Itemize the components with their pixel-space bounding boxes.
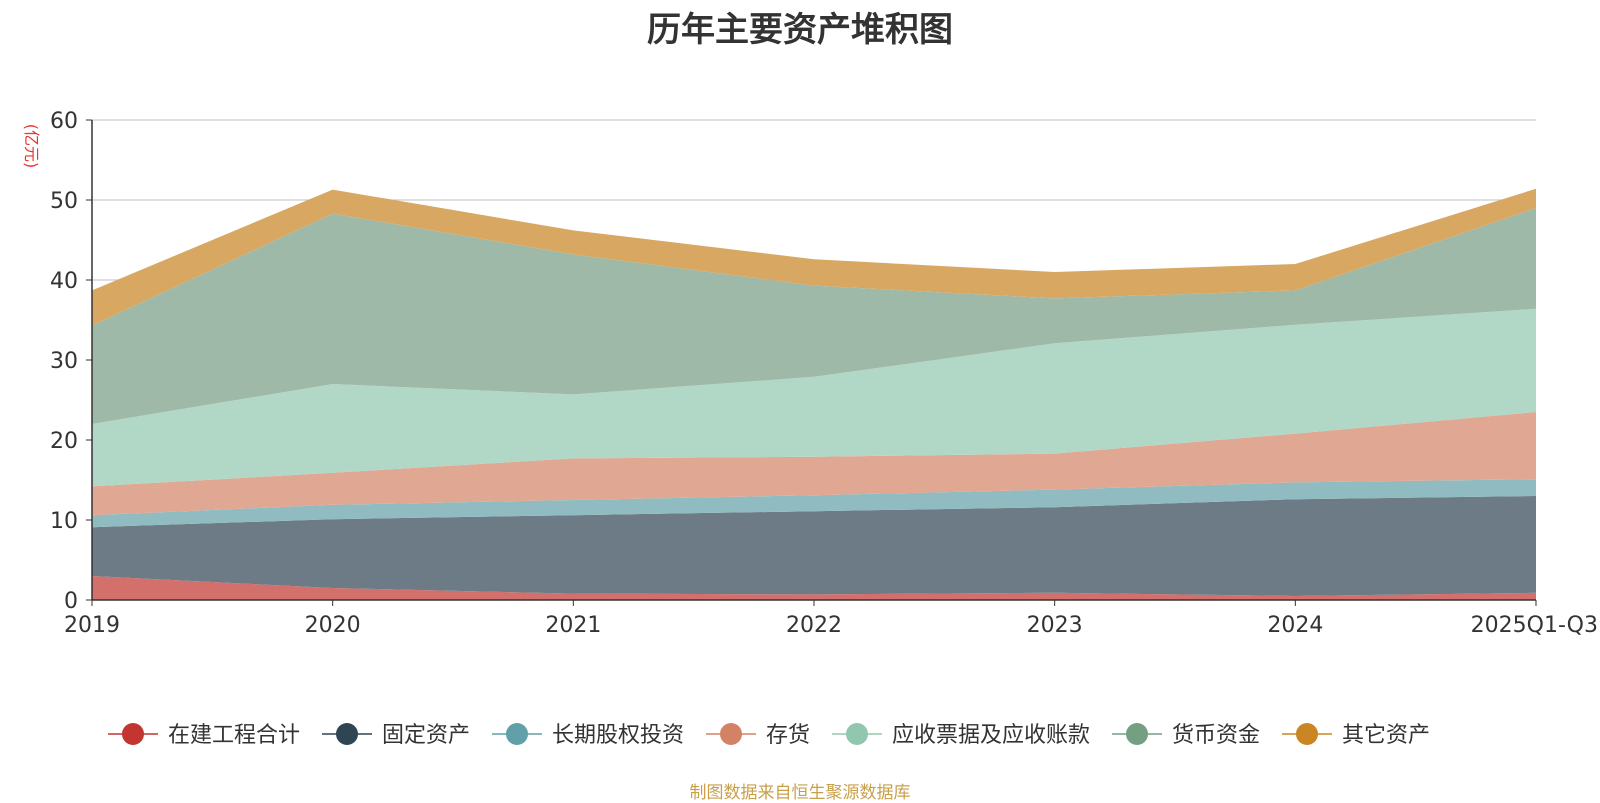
y-tick-label: 20 [50, 429, 78, 454]
legend-label: 货币资金 [1172, 723, 1260, 748]
legend-marker [336, 723, 358, 745]
x-tick-label: 2020 [305, 613, 361, 638]
chart-title: 历年主要资产堆积图 [647, 10, 953, 50]
x-tick-label: 2021 [545, 613, 601, 638]
legend-item: 存货 [706, 723, 810, 748]
x-tick-label: 2019 [64, 613, 120, 638]
area-应收票据及应收账款 [92, 308, 1536, 487]
area-存货 [92, 412, 1536, 516]
legend-label: 固定资产 [382, 723, 470, 748]
legend-marker [506, 723, 528, 745]
y-tick-label: 40 [50, 269, 78, 294]
legend-item: 应收票据及应收账款 [832, 723, 1090, 748]
y-tick-label: 0 [64, 589, 78, 614]
y-tick-label: 30 [50, 349, 78, 374]
y-tick-label: 50 [50, 189, 78, 214]
legend-label: 应收票据及应收账款 [892, 723, 1090, 748]
area-在建工程合计 [92, 576, 1536, 600]
y-tick-label: 60 [50, 109, 78, 134]
legend-marker [1126, 723, 1148, 745]
legend-marker [1296, 723, 1318, 745]
x-tick-label: 2025Q1-Q3 [1471, 613, 1598, 638]
area-其它资产 [92, 188, 1536, 326]
area-货币资金 [92, 208, 1536, 424]
legend-marker [846, 723, 868, 745]
y-axis-unit-label: (亿元) [22, 124, 41, 169]
legend-item: 长期股权投资 [492, 723, 684, 748]
legend-item: 货币资金 [1112, 723, 1260, 748]
legend-label: 其它资产 [1342, 723, 1430, 748]
legend-label: 在建工程合计 [168, 723, 300, 748]
y-tick-label: 10 [50, 509, 78, 534]
legend-label: 存货 [766, 723, 810, 748]
legend-marker [720, 723, 742, 745]
legend-marker [122, 723, 144, 745]
legend-item: 其它资产 [1282, 723, 1430, 748]
legend-label: 长期股权投资 [552, 723, 684, 748]
x-tick-label: 2024 [1267, 613, 1323, 638]
legend-item: 固定资产 [322, 723, 470, 748]
area-长期股权投资 [92, 479, 1536, 528]
source-note: 制图数据来自恒生聚源数据库 [689, 783, 911, 803]
area-固定资产 [92, 496, 1536, 596]
x-tick-label: 2022 [786, 613, 842, 638]
legend-item: 在建工程合计 [108, 723, 300, 748]
x-tick-label: 2023 [1027, 613, 1083, 638]
